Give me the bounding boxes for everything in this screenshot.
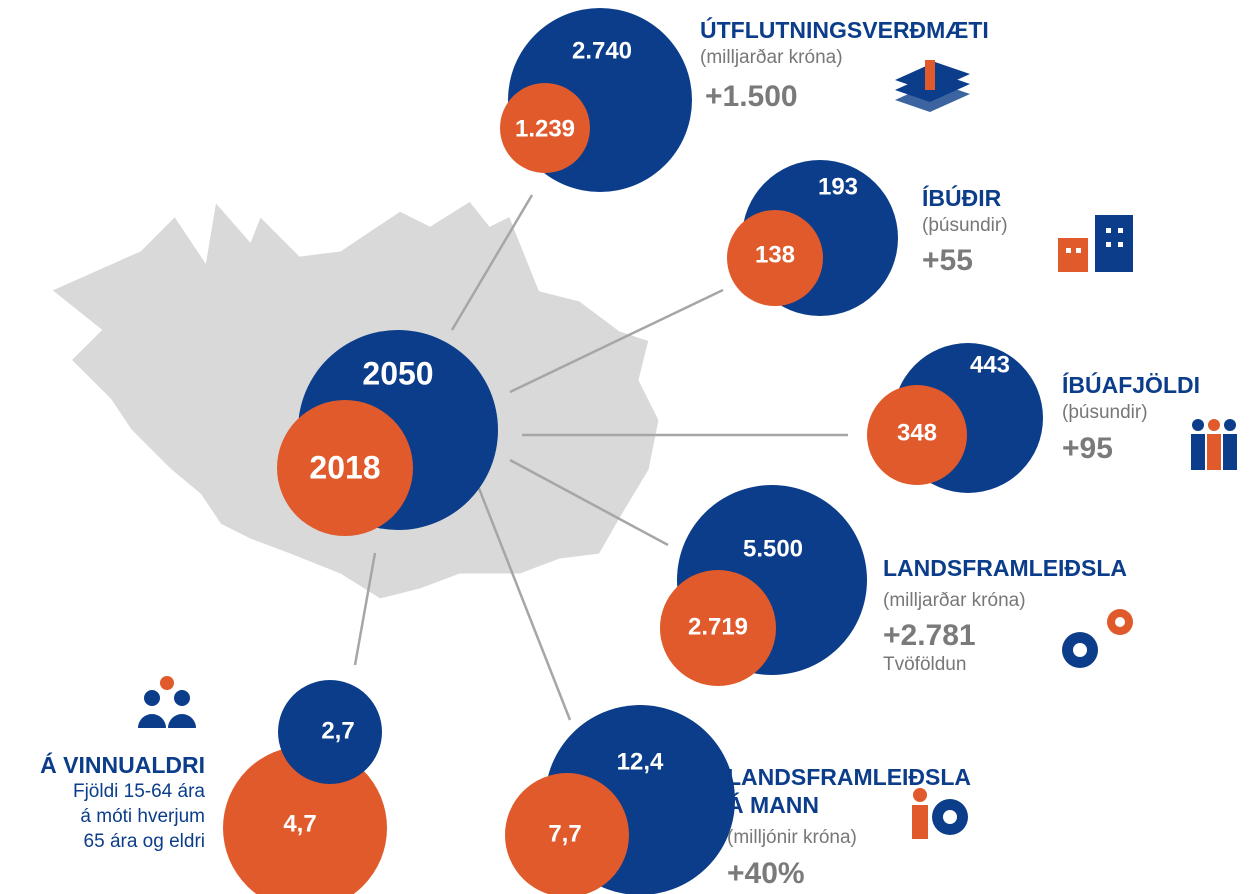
bubble [867,385,967,485]
item-unit: (þúsundir) [922,215,1008,236]
item-note: Tvöföldun [883,654,966,675]
gears-icon [1062,609,1133,668]
value-2018: 138 [755,241,795,268]
shape [895,82,970,112]
group-icon [138,676,196,728]
shape [1118,228,1123,233]
value-2018: 4,7 [283,810,316,837]
shape [912,805,928,839]
bubble [1224,419,1236,431]
bubble [500,83,590,173]
value-2018: 7,7 [548,820,581,847]
value-2018: 348 [897,419,937,446]
item-title: Á MANN [727,791,819,818]
shape [1207,434,1221,470]
circle-2018 [277,400,413,536]
bubble [913,788,927,802]
item-title: LANDSFRAMLEIÐSLA [727,764,971,790]
bubble [1192,419,1204,431]
shape [1118,242,1123,247]
people-icon [1191,419,1237,470]
bubble [727,210,823,306]
shape [1076,248,1081,253]
bubble [505,773,629,894]
value-2050: 2.740 [572,37,632,64]
item-title: ÚTFLUTNINGSVERÐMÆTI [700,16,989,43]
item-description: 65 ára og eldri [84,831,205,852]
item-change: +1.500 [705,80,798,113]
value-2050: 2,7 [321,717,354,744]
connector-line [509,458,669,547]
item-description: Fjöldi 15-64 ára [73,781,205,802]
value-2050: 12,4 [617,748,664,775]
connector-line [450,194,534,331]
item-change: +2.781 [883,619,976,652]
item-change: +55 [922,244,973,277]
value-2050: 443 [970,351,1010,378]
shape [168,714,196,728]
future-year: 2050 [362,355,433,391]
item-title: ÍBÚAFJÖLDI [1062,371,1200,398]
bubble [278,680,382,784]
item-unit: (þúsundir) [1062,402,1148,423]
shape [1066,248,1071,253]
item-title: LANDSFRAMLEIÐSLA [883,555,1127,581]
item-description: á móti hverjum [80,806,205,827]
shape [1223,434,1237,470]
bubble [223,746,387,894]
connector-line [353,552,377,666]
shape [925,60,935,90]
item-unit: (milljarðar króna) [883,590,1026,611]
value-2050: 193 [818,173,858,200]
bubble [1073,643,1087,657]
shape [1106,242,1111,247]
item-change: +40% [727,857,805,890]
item-unit: (milljarðar króna) [700,47,843,68]
bubble [144,690,160,706]
bubble [1208,419,1220,431]
shape [1191,434,1205,470]
item-title: ÍBÚÐIR [922,184,1002,211]
money-icon [895,60,970,112]
item-title: Á VINNUALDRI [40,751,205,778]
bubble [660,570,776,686]
bubble [160,676,174,690]
value-2018: 1.239 [515,115,575,142]
person-gear-icon [912,788,968,839]
current-year: 2018 [309,449,380,485]
bubble [174,690,190,706]
shape [138,714,166,728]
shape [1106,228,1111,233]
item-change: +95 [1062,432,1113,465]
connector-line [509,288,724,394]
building-icon [1058,215,1133,272]
bubble [943,810,957,824]
shape [1095,215,1133,272]
value-2050: 5.500 [743,535,803,562]
item-unit: (milljónir króna) [727,827,857,848]
value-2018: 2.719 [688,613,748,640]
bubble [1115,617,1125,627]
shape [1058,238,1088,272]
